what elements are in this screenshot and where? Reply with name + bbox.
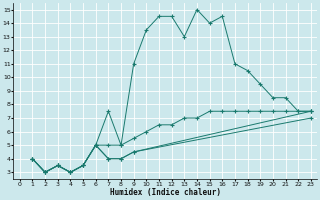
X-axis label: Humidex (Indice chaleur): Humidex (Indice chaleur) (110, 188, 221, 197)
